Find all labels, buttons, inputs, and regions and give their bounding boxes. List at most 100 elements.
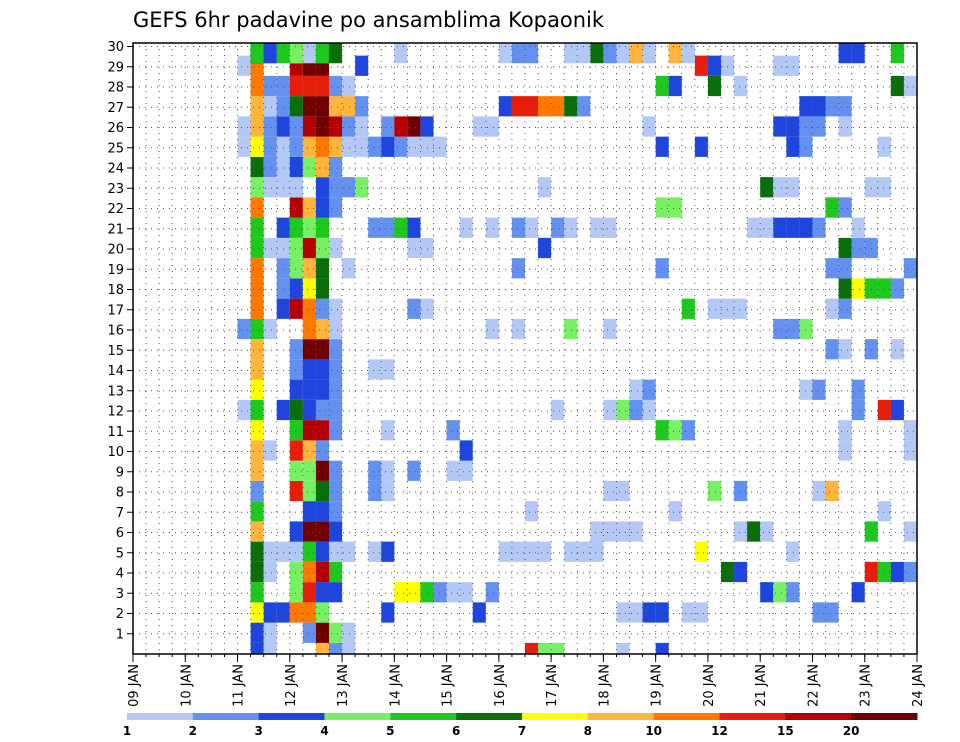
heatmap-cell xyxy=(799,318,813,340)
y-axis-ticks: 1234567891011121314151617181920212223242… xyxy=(107,40,133,642)
heatmap-cell xyxy=(250,642,264,655)
heatmap-cell xyxy=(655,258,669,279)
heatmap-cell xyxy=(315,602,329,623)
heatmap-cell xyxy=(302,237,316,259)
heatmap-cell xyxy=(890,561,904,583)
heatmap-cell xyxy=(289,379,303,400)
heatmap-cell xyxy=(773,217,787,238)
x-tick-label: 12 JAN xyxy=(284,664,299,707)
colorbar-swatch xyxy=(324,713,391,720)
heatmap-cell xyxy=(616,602,630,623)
heatmap-cell xyxy=(289,136,303,157)
heatmap-cell xyxy=(590,43,604,64)
heatmap-cell xyxy=(864,339,878,360)
heatmap-cell xyxy=(250,258,264,279)
heatmap-cell xyxy=(237,136,251,157)
heatmap-cell xyxy=(302,298,316,319)
heatmap-cell xyxy=(276,399,290,421)
colorbar-swatch xyxy=(653,713,720,720)
heatmap-cell xyxy=(263,642,277,655)
heatmap-cell xyxy=(890,75,904,97)
colorbar-label: 10 xyxy=(645,724,662,738)
heatmap-cell xyxy=(903,420,917,441)
heatmap-cell xyxy=(342,75,356,97)
heatmap-cell xyxy=(812,96,826,117)
heatmap-cell xyxy=(420,136,434,157)
heatmap-cell xyxy=(263,156,277,178)
heatmap-cell xyxy=(838,278,852,299)
heatmap-cell xyxy=(289,217,303,238)
heatmap-cell xyxy=(302,521,316,542)
y-tick-label: 27 xyxy=(107,101,124,116)
heatmap-cell xyxy=(302,501,316,522)
colorbar-swatch xyxy=(851,713,918,720)
heatmap-cell xyxy=(368,541,382,562)
heatmap-cell xyxy=(315,480,329,502)
heatmap-cell xyxy=(263,116,277,137)
heatmap-cell xyxy=(864,278,878,299)
heatmap-cell xyxy=(812,116,826,137)
y-tick-label: 12 xyxy=(107,405,124,420)
heatmap-cell xyxy=(342,136,356,157)
heatmap-cell xyxy=(825,298,839,319)
heatmap-cell xyxy=(302,258,316,279)
heatmap-cell xyxy=(511,541,525,562)
heatmap-cell xyxy=(329,359,343,380)
heatmap-cell xyxy=(446,420,460,441)
heatmap-cell xyxy=(289,582,303,603)
heatmap-cell xyxy=(315,96,329,117)
heatmap-cell xyxy=(551,642,565,655)
y-tick-label: 30 xyxy=(107,40,124,55)
heatmap-cell xyxy=(786,541,800,562)
colorbar-label: 1 xyxy=(123,724,131,738)
heatmap-cell xyxy=(890,43,904,64)
heatmap-cell xyxy=(551,96,565,117)
y-tick-label: 10 xyxy=(107,445,124,460)
heatmap-cell xyxy=(734,561,748,583)
heatmap-cell xyxy=(302,420,316,441)
heatmap-cell xyxy=(734,75,748,97)
heatmap-cell xyxy=(368,460,382,481)
heatmap-cell xyxy=(250,440,264,461)
heatmap-cell xyxy=(329,339,343,360)
heatmap-cell xyxy=(302,156,316,178)
heatmap-cell xyxy=(851,582,865,603)
heatmap-cell xyxy=(903,521,917,542)
heatmap-cell xyxy=(903,75,917,97)
heatmap-cell xyxy=(642,602,656,623)
heatmap-cell xyxy=(315,460,329,481)
heatmap-cell xyxy=(276,217,290,238)
heatmap-cell xyxy=(538,237,552,259)
heatmap-cell xyxy=(825,197,839,218)
colorbar-swatch xyxy=(192,713,260,720)
x-tick-label: 17 JAN xyxy=(545,664,560,707)
x-axis-ticks: 09 JAN 10 JAN 11 JAN 12 JAN 13 JAN 14 JAN 15 J… xyxy=(127,654,926,707)
heatmap-cell xyxy=(289,359,303,380)
heatmap-cell xyxy=(459,440,473,461)
heatmap-cell xyxy=(603,43,617,64)
heatmap-cell xyxy=(342,258,356,279)
heatmap-cell xyxy=(368,359,382,380)
heatmap-cell xyxy=(694,55,708,76)
heatmap-cell xyxy=(315,501,329,522)
heatmap-cell xyxy=(864,561,878,583)
heatmap-cell xyxy=(315,622,329,643)
heatmap-cell xyxy=(315,217,329,238)
heatmap-cell xyxy=(237,318,251,340)
colorbar-label: 12 xyxy=(711,724,728,738)
heatmap-cell xyxy=(368,136,382,157)
heatmap-cell xyxy=(799,217,813,238)
heatmap-cell xyxy=(289,43,303,64)
heatmap-cell xyxy=(838,258,852,279)
heatmap-cell xyxy=(250,197,264,218)
heatmap-cell xyxy=(681,43,695,64)
heatmap-cell xyxy=(263,96,277,117)
heatmap-cell xyxy=(355,55,369,76)
heatmap-cell xyxy=(734,298,748,319)
heatmap-cell xyxy=(890,339,904,360)
heatmap-cell xyxy=(642,379,656,400)
heatmap-cell xyxy=(289,541,303,562)
heatmap-cell xyxy=(420,237,434,259)
heatmap-cell xyxy=(315,237,329,259)
heatmap-cell xyxy=(760,582,774,603)
